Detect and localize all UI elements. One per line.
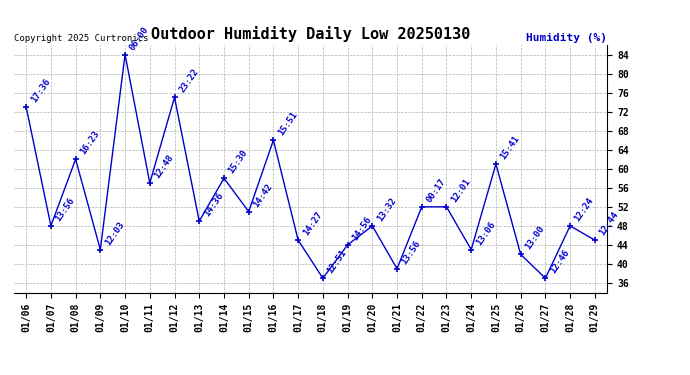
Text: 15:51: 15:51 bbox=[276, 110, 299, 137]
Text: 12:48: 12:48 bbox=[152, 153, 175, 180]
Text: 13:06: 13:06 bbox=[474, 220, 497, 247]
Text: 12:24: 12:24 bbox=[573, 196, 595, 223]
Text: 13:56: 13:56 bbox=[400, 239, 422, 266]
Text: 00:17: 00:17 bbox=[424, 177, 447, 204]
Text: 13:32: 13:32 bbox=[375, 196, 398, 223]
Text: 13:00: 13:00 bbox=[524, 225, 546, 252]
Text: 12:51: 12:51 bbox=[326, 248, 348, 276]
Title: Outdoor Humidity Daily Low 20250130: Outdoor Humidity Daily Low 20250130 bbox=[151, 27, 470, 42]
Text: 14:36: 14:36 bbox=[202, 191, 225, 218]
Text: 14:27: 14:27 bbox=[301, 210, 324, 237]
Text: 15:30: 15:30 bbox=[227, 148, 250, 176]
Text: 12:01: 12:01 bbox=[449, 177, 472, 204]
Text: 17:36: 17:36 bbox=[29, 77, 52, 104]
Text: 13:56: 13:56 bbox=[54, 196, 77, 223]
Text: 12:44: 12:44 bbox=[598, 210, 620, 237]
Text: 16:23: 16:23 bbox=[79, 129, 101, 156]
Text: 06:00: 06:00 bbox=[128, 25, 150, 52]
Text: 15:41: 15:41 bbox=[499, 134, 522, 161]
Text: 23:22: 23:22 bbox=[177, 68, 200, 94]
Text: Copyright 2025 Curtronics: Copyright 2025 Curtronics bbox=[14, 33, 148, 42]
Text: 14:56: 14:56 bbox=[351, 215, 373, 242]
Text: 14:42: 14:42 bbox=[251, 182, 274, 209]
Text: Humidity (%): Humidity (%) bbox=[526, 33, 607, 42]
Text: 12:46: 12:46 bbox=[548, 248, 571, 276]
Text: 12:03: 12:03 bbox=[103, 220, 126, 247]
